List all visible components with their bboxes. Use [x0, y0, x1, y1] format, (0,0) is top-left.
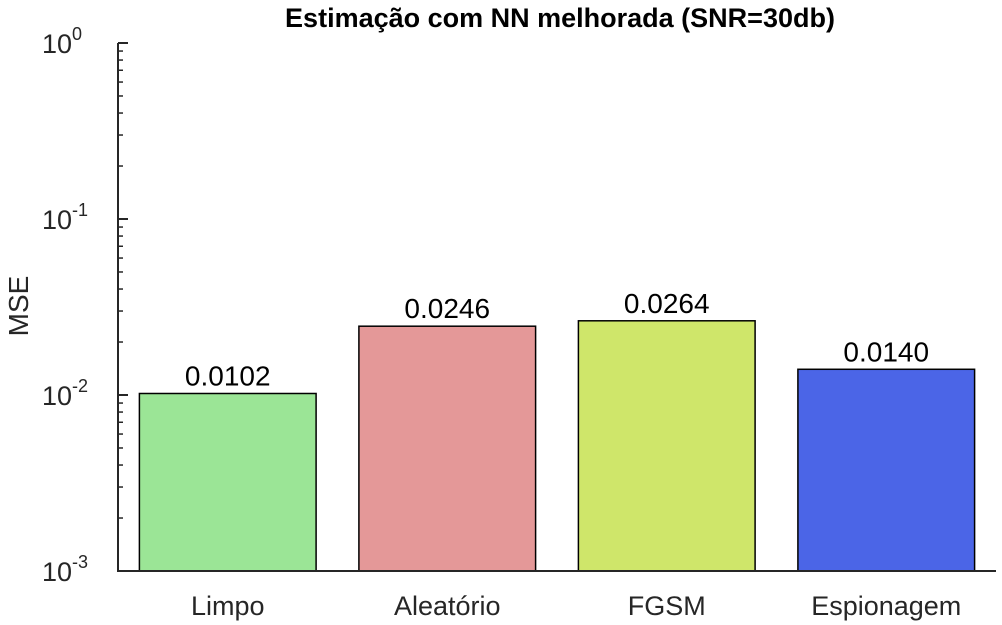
x-tick-label: FGSM	[628, 591, 706, 621]
bar-fgsm	[577, 320, 756, 572]
y-tick-label: 100	[42, 24, 82, 59]
x-tick-label: Limpo	[191, 591, 265, 621]
y-tick-label-base: 10	[42, 29, 72, 59]
y-axis-label: MSE	[3, 276, 34, 337]
y-tick-label-exponent: -2	[72, 376, 88, 396]
data-label: 0.0264	[624, 288, 710, 319]
data-label: 0.0246	[404, 293, 490, 324]
y-tick-label-base: 10	[42, 381, 72, 411]
x-axis-ticks: Limpo Aleatório FGSM Espionagem	[191, 591, 961, 621]
chart-title: Estimação com NN melhorada (SNR=30db)	[285, 3, 835, 33]
y-tick-label-exponent: -1	[72, 200, 88, 220]
data-labels: 0.0102 0.0246 0.0264 0.0140	[185, 288, 929, 392]
data-label: 0.0140	[843, 336, 929, 367]
y-tick-label: 10-3	[42, 552, 88, 587]
x-tick-label: Aleatório	[394, 591, 501, 621]
y-tick-label-base: 10	[42, 205, 72, 235]
y-tick-label-exponent: 0	[72, 24, 82, 44]
data-label: 0.0102	[185, 360, 271, 391]
y-tick-label: 10-1	[42, 200, 88, 235]
bar-limpo	[138, 392, 317, 572]
x-tick-label: Espionagem	[811, 591, 961, 621]
y-tick-label-exponent: -3	[72, 552, 88, 572]
y-tick-label: 10-2	[42, 376, 88, 411]
bar-aleatório	[358, 325, 537, 572]
y-tick-label-base: 10	[42, 557, 72, 587]
bar-espionagem	[797, 368, 976, 572]
bars	[138, 320, 976, 572]
